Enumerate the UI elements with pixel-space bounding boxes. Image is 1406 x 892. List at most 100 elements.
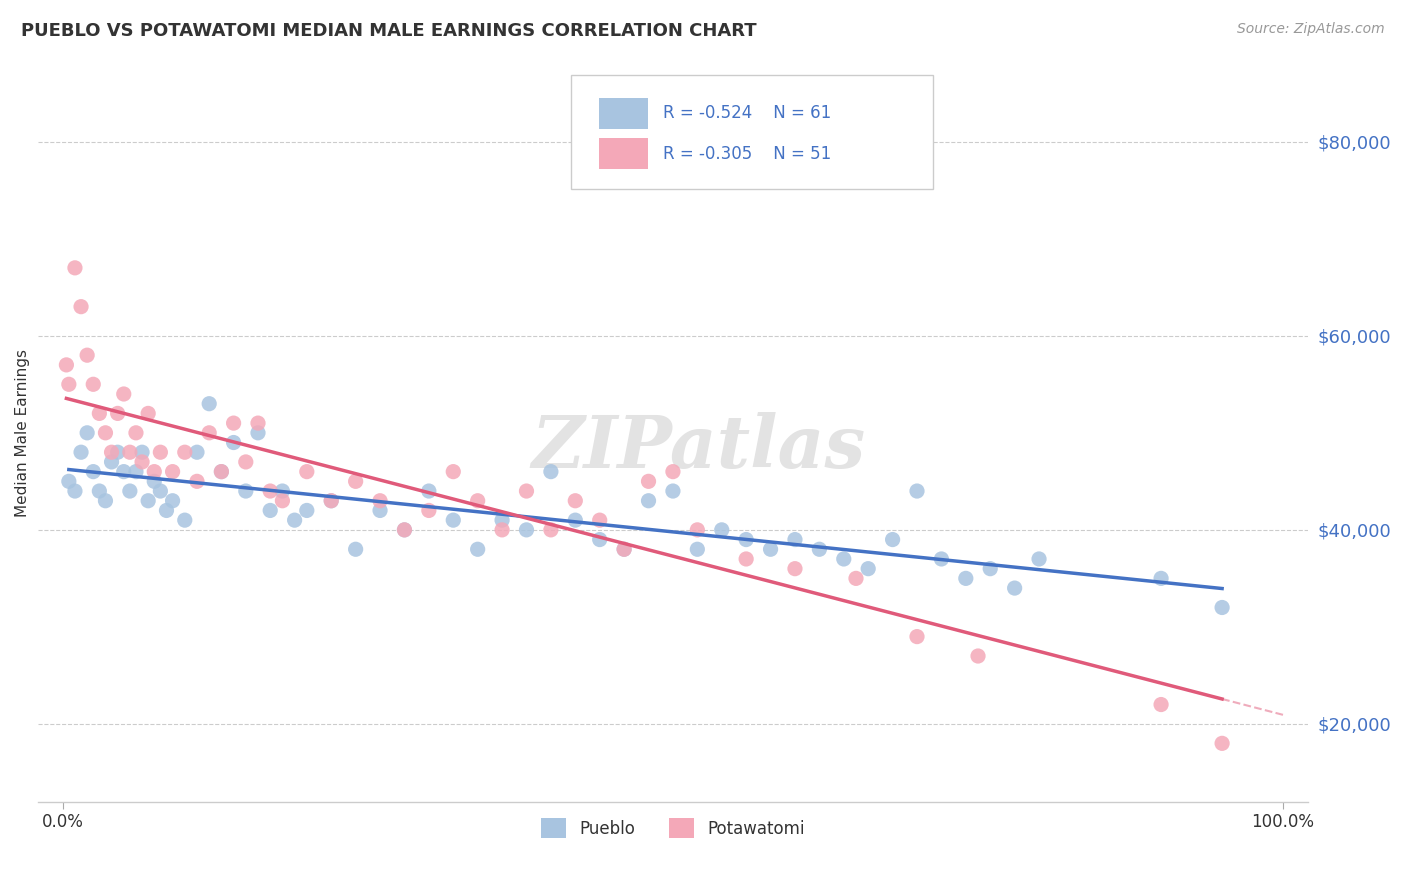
Point	[321, 493, 343, 508]
Point	[173, 513, 195, 527]
Point	[295, 503, 318, 517]
Point	[832, 552, 855, 566]
Point	[515, 523, 537, 537]
Point	[564, 493, 586, 508]
Point	[198, 397, 221, 411]
Point	[155, 503, 177, 517]
Point	[759, 542, 782, 557]
Point	[441, 465, 464, 479]
Point	[209, 465, 232, 479]
Point	[162, 493, 184, 508]
Text: R = -0.524    N = 61: R = -0.524 N = 61	[662, 104, 831, 122]
Point	[613, 542, 636, 557]
Point	[637, 475, 659, 489]
Point	[662, 483, 685, 498]
Point	[107, 445, 129, 459]
Point	[710, 523, 733, 537]
Point	[94, 493, 117, 508]
FancyBboxPatch shape	[571, 75, 934, 189]
Point	[149, 445, 172, 459]
Point	[118, 483, 141, 498]
Point	[967, 648, 990, 663]
Point	[247, 416, 270, 430]
Point	[131, 445, 153, 459]
Point	[686, 523, 709, 537]
Point	[613, 542, 636, 557]
Point	[131, 455, 153, 469]
Point	[143, 465, 166, 479]
Point	[344, 475, 367, 489]
Point	[125, 425, 148, 440]
Point	[143, 475, 166, 489]
Point	[540, 465, 562, 479]
Point	[637, 493, 659, 508]
Point	[94, 425, 117, 440]
Point	[63, 260, 86, 275]
Point	[1211, 600, 1233, 615]
Point	[979, 562, 1001, 576]
Legend: Pueblo, Potawatomi: Pueblo, Potawatomi	[534, 811, 811, 845]
Point	[112, 465, 135, 479]
Point	[100, 455, 122, 469]
Point	[1150, 698, 1173, 712]
Point	[295, 465, 318, 479]
Point	[368, 503, 391, 517]
Point	[222, 435, 245, 450]
Point	[515, 483, 537, 498]
Point	[955, 571, 977, 585]
Point	[186, 445, 208, 459]
Point	[235, 455, 257, 469]
Point	[491, 523, 513, 537]
Point	[173, 445, 195, 459]
Point	[100, 445, 122, 459]
Point	[1004, 581, 1026, 595]
Point	[589, 513, 612, 527]
Point	[58, 377, 80, 392]
Point	[112, 387, 135, 401]
Point	[76, 348, 98, 362]
Point	[394, 523, 416, 537]
Point	[905, 630, 928, 644]
Point	[259, 503, 281, 517]
Point	[58, 475, 80, 489]
Point	[149, 483, 172, 498]
Point	[1028, 552, 1050, 566]
Point	[222, 416, 245, 430]
Point	[118, 445, 141, 459]
Point	[783, 562, 806, 576]
Point	[82, 377, 104, 392]
Point	[686, 542, 709, 557]
Point	[321, 493, 343, 508]
Point	[931, 552, 953, 566]
Text: ZIPatlas: ZIPatlas	[531, 412, 865, 483]
Point	[491, 513, 513, 527]
Point	[125, 465, 148, 479]
Point	[235, 483, 257, 498]
Point	[70, 300, 93, 314]
Point	[540, 523, 562, 537]
Point	[271, 483, 294, 498]
Point	[136, 493, 159, 508]
Point	[467, 493, 489, 508]
Point	[55, 358, 77, 372]
Point	[856, 562, 879, 576]
Text: R = -0.305    N = 51: R = -0.305 N = 51	[662, 145, 831, 163]
Point	[162, 465, 184, 479]
Point	[783, 533, 806, 547]
Point	[63, 483, 86, 498]
Bar	[599, 98, 648, 129]
Point	[394, 523, 416, 537]
Point	[418, 503, 440, 517]
Point	[589, 533, 612, 547]
Point	[882, 533, 904, 547]
Point	[89, 406, 111, 420]
Point	[735, 552, 758, 566]
Point	[284, 513, 307, 527]
Point	[76, 425, 98, 440]
Bar	[599, 137, 648, 169]
Point	[1150, 571, 1173, 585]
Point	[368, 493, 391, 508]
Point	[808, 542, 831, 557]
Point	[905, 483, 928, 498]
Point	[1211, 736, 1233, 750]
